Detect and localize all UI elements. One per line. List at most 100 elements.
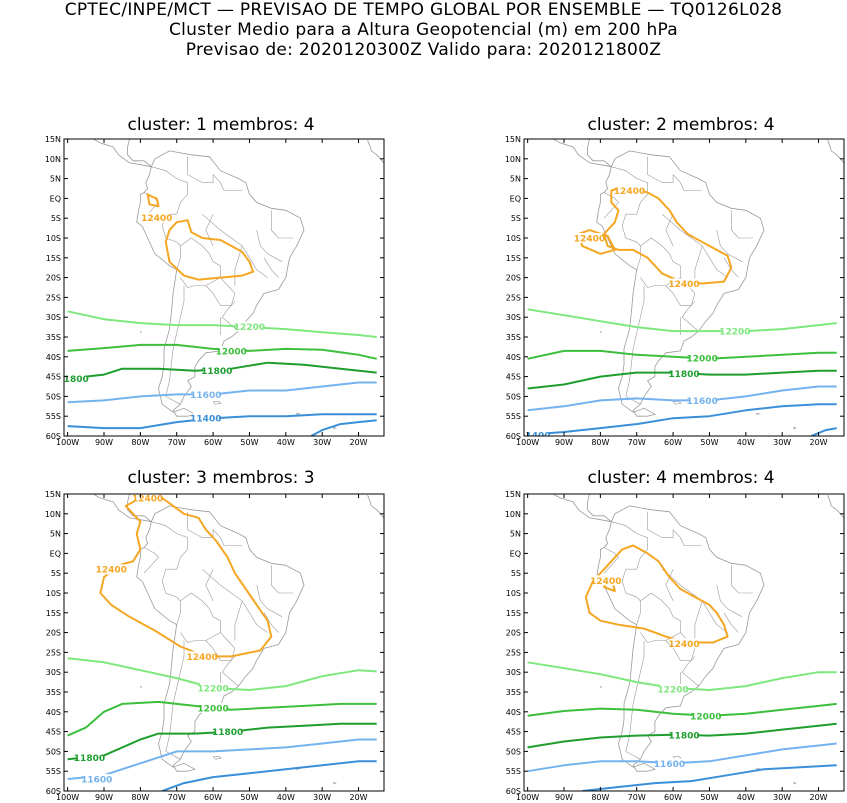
panel-title-cluster-3: cluster: 3 membros: 3 [127,468,315,488]
country-border [180,237,221,288]
contour-label-12400: 12400 [668,280,699,290]
figure-header: CPTEC/INPE/MCT — PREVISAO DE TEMPO GLOBA… [0,0,847,60]
coastline-caribbean [587,139,612,168]
country-border [205,569,214,602]
contour-line-12400 [164,219,255,281]
lat-tick-label: 10N [505,510,521,519]
contour-line-11400 [810,427,837,436]
map-panel-cluster-3: 12400 12400 12400 12200 12000 11800 11800 11600… [45,490,385,802]
country-border [672,174,703,191]
lat-tick-label: 10S [506,589,521,598]
coastline-africa [367,495,384,520]
country-border [234,245,243,286]
lon-tick-label: 20W [809,793,827,802]
contour-line-11400 [527,403,837,436]
country-border [151,521,188,570]
lat-tick-label: 30S [46,668,61,677]
contour-label-12000: 12000 [197,704,228,714]
lat-tick-label: 30S [46,313,61,322]
lon-tick-label: 20W [349,793,367,802]
lon-tick-label: 40W [737,438,755,447]
map-plot-area: 12400 12200 12000 11800 11800 11600 11400 [64,139,384,436]
country-border [647,511,674,538]
island-outline [333,781,337,785]
country-border [221,656,239,687]
contour-label-12400: 12400 [132,494,163,504]
lat-tick-label: 5N [50,530,61,539]
country-border [681,656,699,687]
contour-line-12400 [99,497,273,658]
contour-label-bg [671,368,697,379]
country-border [621,568,641,625]
lat-tick-label: EQ [50,194,61,203]
country-border [625,285,645,405]
contour-line-11400 [67,413,377,430]
lat-tick-label: 20S [506,274,521,283]
contour-label-bg [203,365,230,376]
map-frame [63,493,385,792]
lat-tick-label: 55S [506,767,521,776]
contour-label-bg [134,494,161,503]
contour-label-11800: 11800 [212,728,243,738]
lat-tick-label: 15S [46,254,61,263]
map-panel-cluster-1: 12400 12200 12000 11800 11800 11600 11400 15N 10… [45,135,385,447]
island-outline [212,400,222,405]
contour-label-12400: 12400 [187,653,218,663]
country-border [165,640,185,760]
lon-tick-label: 100W [56,438,79,447]
contour-label-bg [189,651,216,662]
lon-tick-label: 90W [95,793,113,802]
contour-label-bg [576,233,603,243]
lat-tick-label: 40S [46,353,61,362]
lat-tick-label: 20S [506,629,521,638]
country-border [271,565,294,594]
map-frame [63,138,385,437]
contour-label-11800: 11800 [668,731,699,741]
contour-line-12400 [146,193,160,208]
coastline-caribbean [127,139,152,168]
lat-tick-label: 50S [46,747,61,756]
lat-tick-label: 20S [46,629,61,638]
contour-label-12000: 12000 [690,712,721,722]
lon-tick-label: 30W [313,793,331,802]
country-border [662,213,728,278]
lat-tick-label: 15S [46,609,61,618]
lat-tick-label: 25S [506,648,521,657]
contour-label-11400: 11400 [519,432,550,442]
contour-label-12400: 12400 [141,214,172,224]
country-border [603,547,619,574]
lon-tick-label: 30W [313,438,331,447]
country-border [716,230,743,263]
lon-tick-label: 30W [773,438,791,447]
contour-line-11400 [310,419,377,436]
country-border [625,640,645,760]
contour-label-bg [692,710,719,721]
contour-label-bg [689,352,716,363]
country-border [151,166,188,215]
map-plot-area: 12400 12400 12400 12200 12000 11800 11600 11400 [519,139,844,442]
island-outline [672,400,682,405]
map-plot-area: 12400 12400 12400 12200 12000 11800 11800 11600 [67,494,384,791]
lat-tick-label: 10N [45,155,61,164]
lat-tick-label: EQ [510,549,521,558]
map-panel-cluster-4: 12400 12400 12200 12000 11800 11600 15N 10N 5N EQ… [505,490,845,802]
contour-label-11600: 11600 [654,760,685,770]
country-border [640,592,681,643]
lat-tick-label: 45S [46,373,61,382]
lon-tick-label: 60W [204,793,222,802]
lat-tick-label: 35S [506,333,521,342]
lat-tick-label: 30S [506,668,521,677]
country-border [256,230,283,263]
contour-label-11600: 11600 [190,391,221,401]
lon-tick-label: 50W [240,438,258,447]
coastline-central-america [92,494,152,523]
lat-tick-label: 15S [506,609,521,618]
coastline-caribbean [587,494,612,523]
lat-tick-label: 60S [46,432,61,441]
country-border [234,600,243,641]
contour-label-11800: 11800 [668,370,699,380]
lat-tick-label: 15S [506,254,521,263]
lat-tick-label: 40S [506,708,521,717]
country-border [202,568,268,633]
contour-label-bg [656,758,683,769]
